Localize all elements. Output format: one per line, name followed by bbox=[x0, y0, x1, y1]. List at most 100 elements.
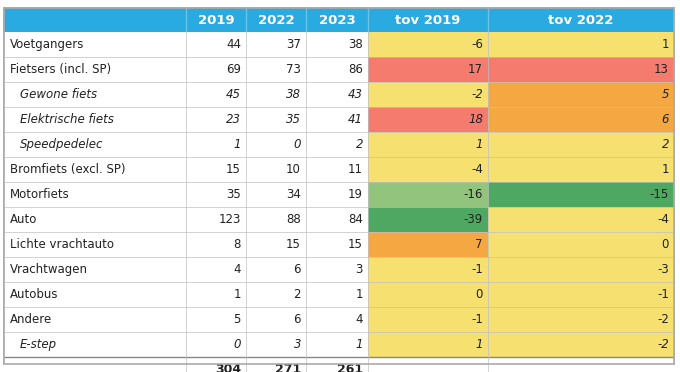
Text: 8: 8 bbox=[234, 238, 241, 251]
Text: 86: 86 bbox=[348, 63, 363, 76]
Text: Auto: Auto bbox=[10, 213, 37, 226]
Bar bbox=[368, 257, 488, 282]
Bar bbox=[488, 157, 674, 182]
Text: 1: 1 bbox=[356, 338, 363, 351]
Text: -6: -6 bbox=[471, 38, 483, 51]
Bar bbox=[4, 32, 674, 57]
Bar bbox=[488, 32, 674, 57]
Text: -16: -16 bbox=[464, 188, 483, 201]
Text: 1: 1 bbox=[233, 138, 241, 151]
Text: Elektrische fiets: Elektrische fiets bbox=[20, 113, 114, 126]
Bar bbox=[488, 282, 674, 307]
Bar bbox=[368, 32, 488, 57]
Text: 35: 35 bbox=[286, 113, 301, 126]
Bar bbox=[368, 82, 488, 107]
Text: 88: 88 bbox=[286, 213, 301, 226]
Text: 123: 123 bbox=[219, 213, 241, 226]
Text: tov 2022: tov 2022 bbox=[548, 13, 613, 26]
Text: 1: 1 bbox=[662, 163, 669, 176]
Bar bbox=[488, 82, 674, 107]
Text: 18: 18 bbox=[468, 113, 483, 126]
Text: 3: 3 bbox=[294, 338, 301, 351]
Text: 11: 11 bbox=[348, 163, 363, 176]
Text: E-step: E-step bbox=[20, 338, 57, 351]
Text: 6: 6 bbox=[294, 313, 301, 326]
Text: 2022: 2022 bbox=[258, 13, 294, 26]
Text: 15: 15 bbox=[348, 238, 363, 251]
Bar bbox=[4, 307, 674, 332]
Text: 69: 69 bbox=[226, 63, 241, 76]
Bar bbox=[368, 182, 488, 207]
Text: -2: -2 bbox=[471, 88, 483, 101]
Text: -2: -2 bbox=[657, 313, 669, 326]
Bar bbox=[4, 357, 674, 372]
Bar bbox=[368, 232, 488, 257]
Bar bbox=[488, 207, 674, 232]
Text: 34: 34 bbox=[286, 188, 301, 201]
Bar bbox=[488, 132, 674, 157]
Text: -2: -2 bbox=[658, 338, 669, 351]
Text: 1: 1 bbox=[475, 338, 483, 351]
Bar bbox=[488, 182, 674, 207]
Bar bbox=[4, 8, 674, 32]
Text: -1: -1 bbox=[471, 263, 483, 276]
Text: 4: 4 bbox=[356, 313, 363, 326]
Text: 1: 1 bbox=[356, 288, 363, 301]
Text: 6: 6 bbox=[662, 113, 669, 126]
Text: 23: 23 bbox=[226, 113, 241, 126]
Text: 3: 3 bbox=[356, 263, 363, 276]
Text: 17: 17 bbox=[468, 63, 483, 76]
Text: 13: 13 bbox=[654, 63, 669, 76]
Text: 1: 1 bbox=[233, 288, 241, 301]
Text: 2023: 2023 bbox=[319, 13, 356, 26]
Bar bbox=[488, 307, 674, 332]
Text: 45: 45 bbox=[226, 88, 241, 101]
Text: 1: 1 bbox=[662, 38, 669, 51]
Text: tov 2019: tov 2019 bbox=[395, 13, 460, 26]
Bar bbox=[368, 107, 488, 132]
Bar bbox=[368, 282, 488, 307]
Text: 73: 73 bbox=[286, 63, 301, 76]
Bar bbox=[4, 157, 674, 182]
Text: Speedpedelec: Speedpedelec bbox=[20, 138, 103, 151]
Text: Andere: Andere bbox=[10, 313, 52, 326]
Bar bbox=[488, 57, 674, 82]
Text: -1: -1 bbox=[657, 288, 669, 301]
Bar bbox=[368, 57, 488, 82]
Bar bbox=[368, 132, 488, 157]
Bar bbox=[488, 257, 674, 282]
Text: 37: 37 bbox=[286, 38, 301, 51]
Text: 2: 2 bbox=[294, 288, 301, 301]
Bar bbox=[4, 57, 674, 82]
Bar bbox=[4, 207, 674, 232]
Bar bbox=[4, 182, 674, 207]
Text: 19: 19 bbox=[348, 188, 363, 201]
Bar bbox=[368, 157, 488, 182]
Text: Gewone fiets: Gewone fiets bbox=[20, 88, 97, 101]
Text: Vrachtwagen: Vrachtwagen bbox=[10, 263, 88, 276]
Text: 304: 304 bbox=[215, 363, 241, 372]
Text: -4: -4 bbox=[657, 213, 669, 226]
Text: 7: 7 bbox=[475, 238, 483, 251]
Text: 38: 38 bbox=[286, 88, 301, 101]
Text: 6: 6 bbox=[294, 263, 301, 276]
Text: 15: 15 bbox=[226, 163, 241, 176]
Bar bbox=[488, 107, 674, 132]
Bar bbox=[4, 107, 674, 132]
Text: 44: 44 bbox=[226, 38, 241, 51]
Text: 84: 84 bbox=[348, 213, 363, 226]
Text: -4: -4 bbox=[471, 163, 483, 176]
Text: 2: 2 bbox=[356, 138, 363, 151]
Bar bbox=[368, 332, 488, 357]
Bar bbox=[488, 232, 674, 257]
Text: 5: 5 bbox=[662, 88, 669, 101]
Text: 41: 41 bbox=[348, 113, 363, 126]
Bar bbox=[368, 307, 488, 332]
Text: 1: 1 bbox=[475, 138, 483, 151]
Bar bbox=[4, 332, 674, 357]
Text: 2: 2 bbox=[662, 138, 669, 151]
Bar bbox=[4, 132, 674, 157]
Text: 4: 4 bbox=[233, 263, 241, 276]
Text: 0: 0 bbox=[294, 138, 301, 151]
Text: -1: -1 bbox=[471, 313, 483, 326]
